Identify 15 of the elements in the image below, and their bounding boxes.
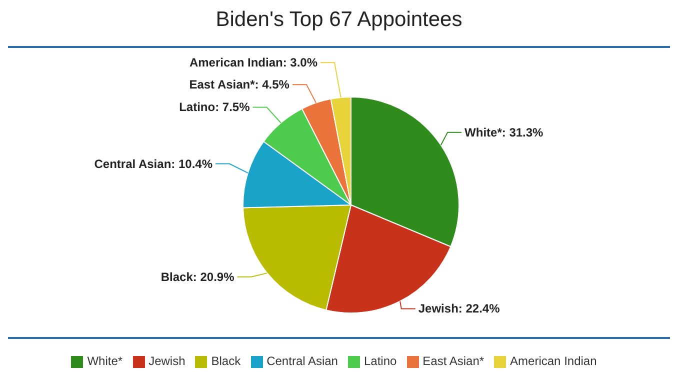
data-label: East Asian*: 4.5% (189, 78, 290, 92)
legend-label: Latino (364, 354, 397, 368)
legend-label: Black (211, 354, 241, 368)
data-label: White*: 31.3% (464, 125, 544, 140)
legend-label: American Indian (510, 354, 597, 368)
data-label: American Indian: 3.0% (189, 56, 318, 70)
data-label: Latino: 7.5% (179, 100, 250, 114)
legend-label: White* (87, 354, 123, 368)
data-label: Black: 20.9% (160, 270, 235, 284)
legend-label: East Asian* (422, 354, 484, 368)
data-label: Central Asian: 10.4% (94, 156, 213, 171)
legend-label: Jewish (148, 354, 186, 368)
data-label: Jewish: 22.4% (418, 302, 500, 316)
chart-title: Biden's Top 67 Appointees (214, 8, 464, 32)
legend-label: Central Asian (266, 354, 338, 368)
